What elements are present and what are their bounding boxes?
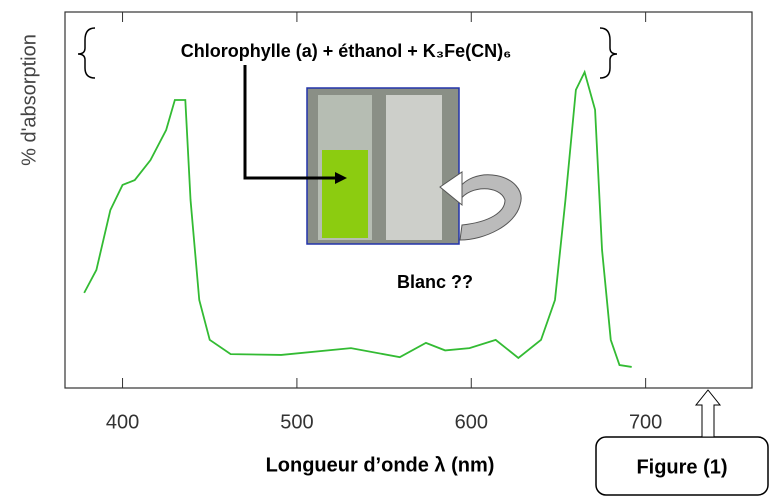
- x-tick-label: 700: [629, 411, 662, 433]
- up-arrow: [696, 390, 720, 437]
- cuvette-photo: [307, 88, 459, 244]
- x-tick-label: 400: [106, 411, 139, 433]
- annotation: Chlorophylle (a) + éthanol + K₃Fe(CN)₆: [181, 41, 512, 61]
- chart: % d'absorption Longueur d’onde λ (nm) 40…: [0, 0, 771, 499]
- y-axis-label: % d'absorption: [18, 34, 40, 166]
- x-axis-label: Longueur d’onde λ (nm): [266, 454, 495, 476]
- curved-arrow: [455, 175, 521, 240]
- brace: [78, 28, 95, 78]
- brace: [600, 28, 617, 78]
- x-tick-label: 600: [455, 411, 488, 433]
- annotation: Blanc ??: [397, 272, 473, 292]
- x-tick-label: 500: [280, 411, 313, 433]
- annotation: Figure (1): [636, 456, 727, 478]
